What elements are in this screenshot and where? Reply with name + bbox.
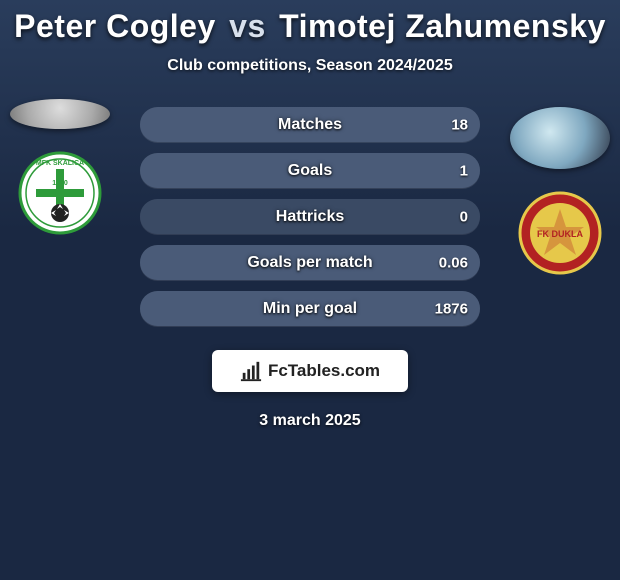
stat-value-right: 0.06 bbox=[439, 254, 468, 271]
left-column: MFK SKALICA 1920 bbox=[0, 99, 120, 236]
club2-logo: FK DUKLA bbox=[510, 191, 610, 276]
right-column: FK DUKLA bbox=[500, 107, 620, 276]
stat-bar: Matches 18 bbox=[140, 107, 480, 142]
player2-photo bbox=[510, 107, 610, 169]
stat-label: Goals per match bbox=[247, 254, 372, 272]
brand-text: FcTables.com bbox=[268, 361, 380, 381]
stat-value-right: 18 bbox=[451, 116, 468, 133]
stat-label: Hattricks bbox=[276, 208, 344, 226]
stat-bar: Goals 1 bbox=[140, 153, 480, 188]
page-title: Peter Cogley vs Timotej Zahumensky bbox=[14, 8, 606, 45]
stat-label: Goals bbox=[288, 162, 332, 180]
svg-text:1920: 1920 bbox=[52, 180, 68, 187]
stat-label: Min per goal bbox=[263, 300, 357, 318]
stat-bar: Hattricks 0 bbox=[140, 199, 480, 234]
player1-photo bbox=[10, 99, 110, 129]
chart-icon bbox=[240, 360, 262, 382]
player2-name: Timotej Zahumensky bbox=[279, 8, 606, 44]
stat-value-right: 1 bbox=[460, 162, 468, 179]
date-label: 3 march 2025 bbox=[259, 412, 360, 430]
stat-value-right: 1876 bbox=[435, 300, 468, 317]
stat-bar: Min per goal 1876 bbox=[140, 291, 480, 326]
subtitle: Club competitions, Season 2024/2025 bbox=[167, 57, 452, 75]
stat-value-right: 0 bbox=[460, 208, 468, 225]
svg-text:MFK SKALICA: MFK SKALICA bbox=[36, 160, 84, 167]
brand-badge[interactable]: FcTables.com bbox=[212, 350, 408, 392]
stats-list: Matches 18 Goals 1 Hattricks 0 Goals per match… bbox=[140, 107, 480, 326]
stat-bar: Goals per match 0.06 bbox=[140, 245, 480, 280]
svg-text:FK DUKLA: FK DUKLA bbox=[537, 229, 583, 239]
vs-label: vs bbox=[229, 8, 266, 44]
stat-label: Matches bbox=[278, 116, 342, 134]
club1-logo: MFK SKALICA 1920 bbox=[10, 151, 110, 236]
player1-name: Peter Cogley bbox=[14, 8, 216, 44]
